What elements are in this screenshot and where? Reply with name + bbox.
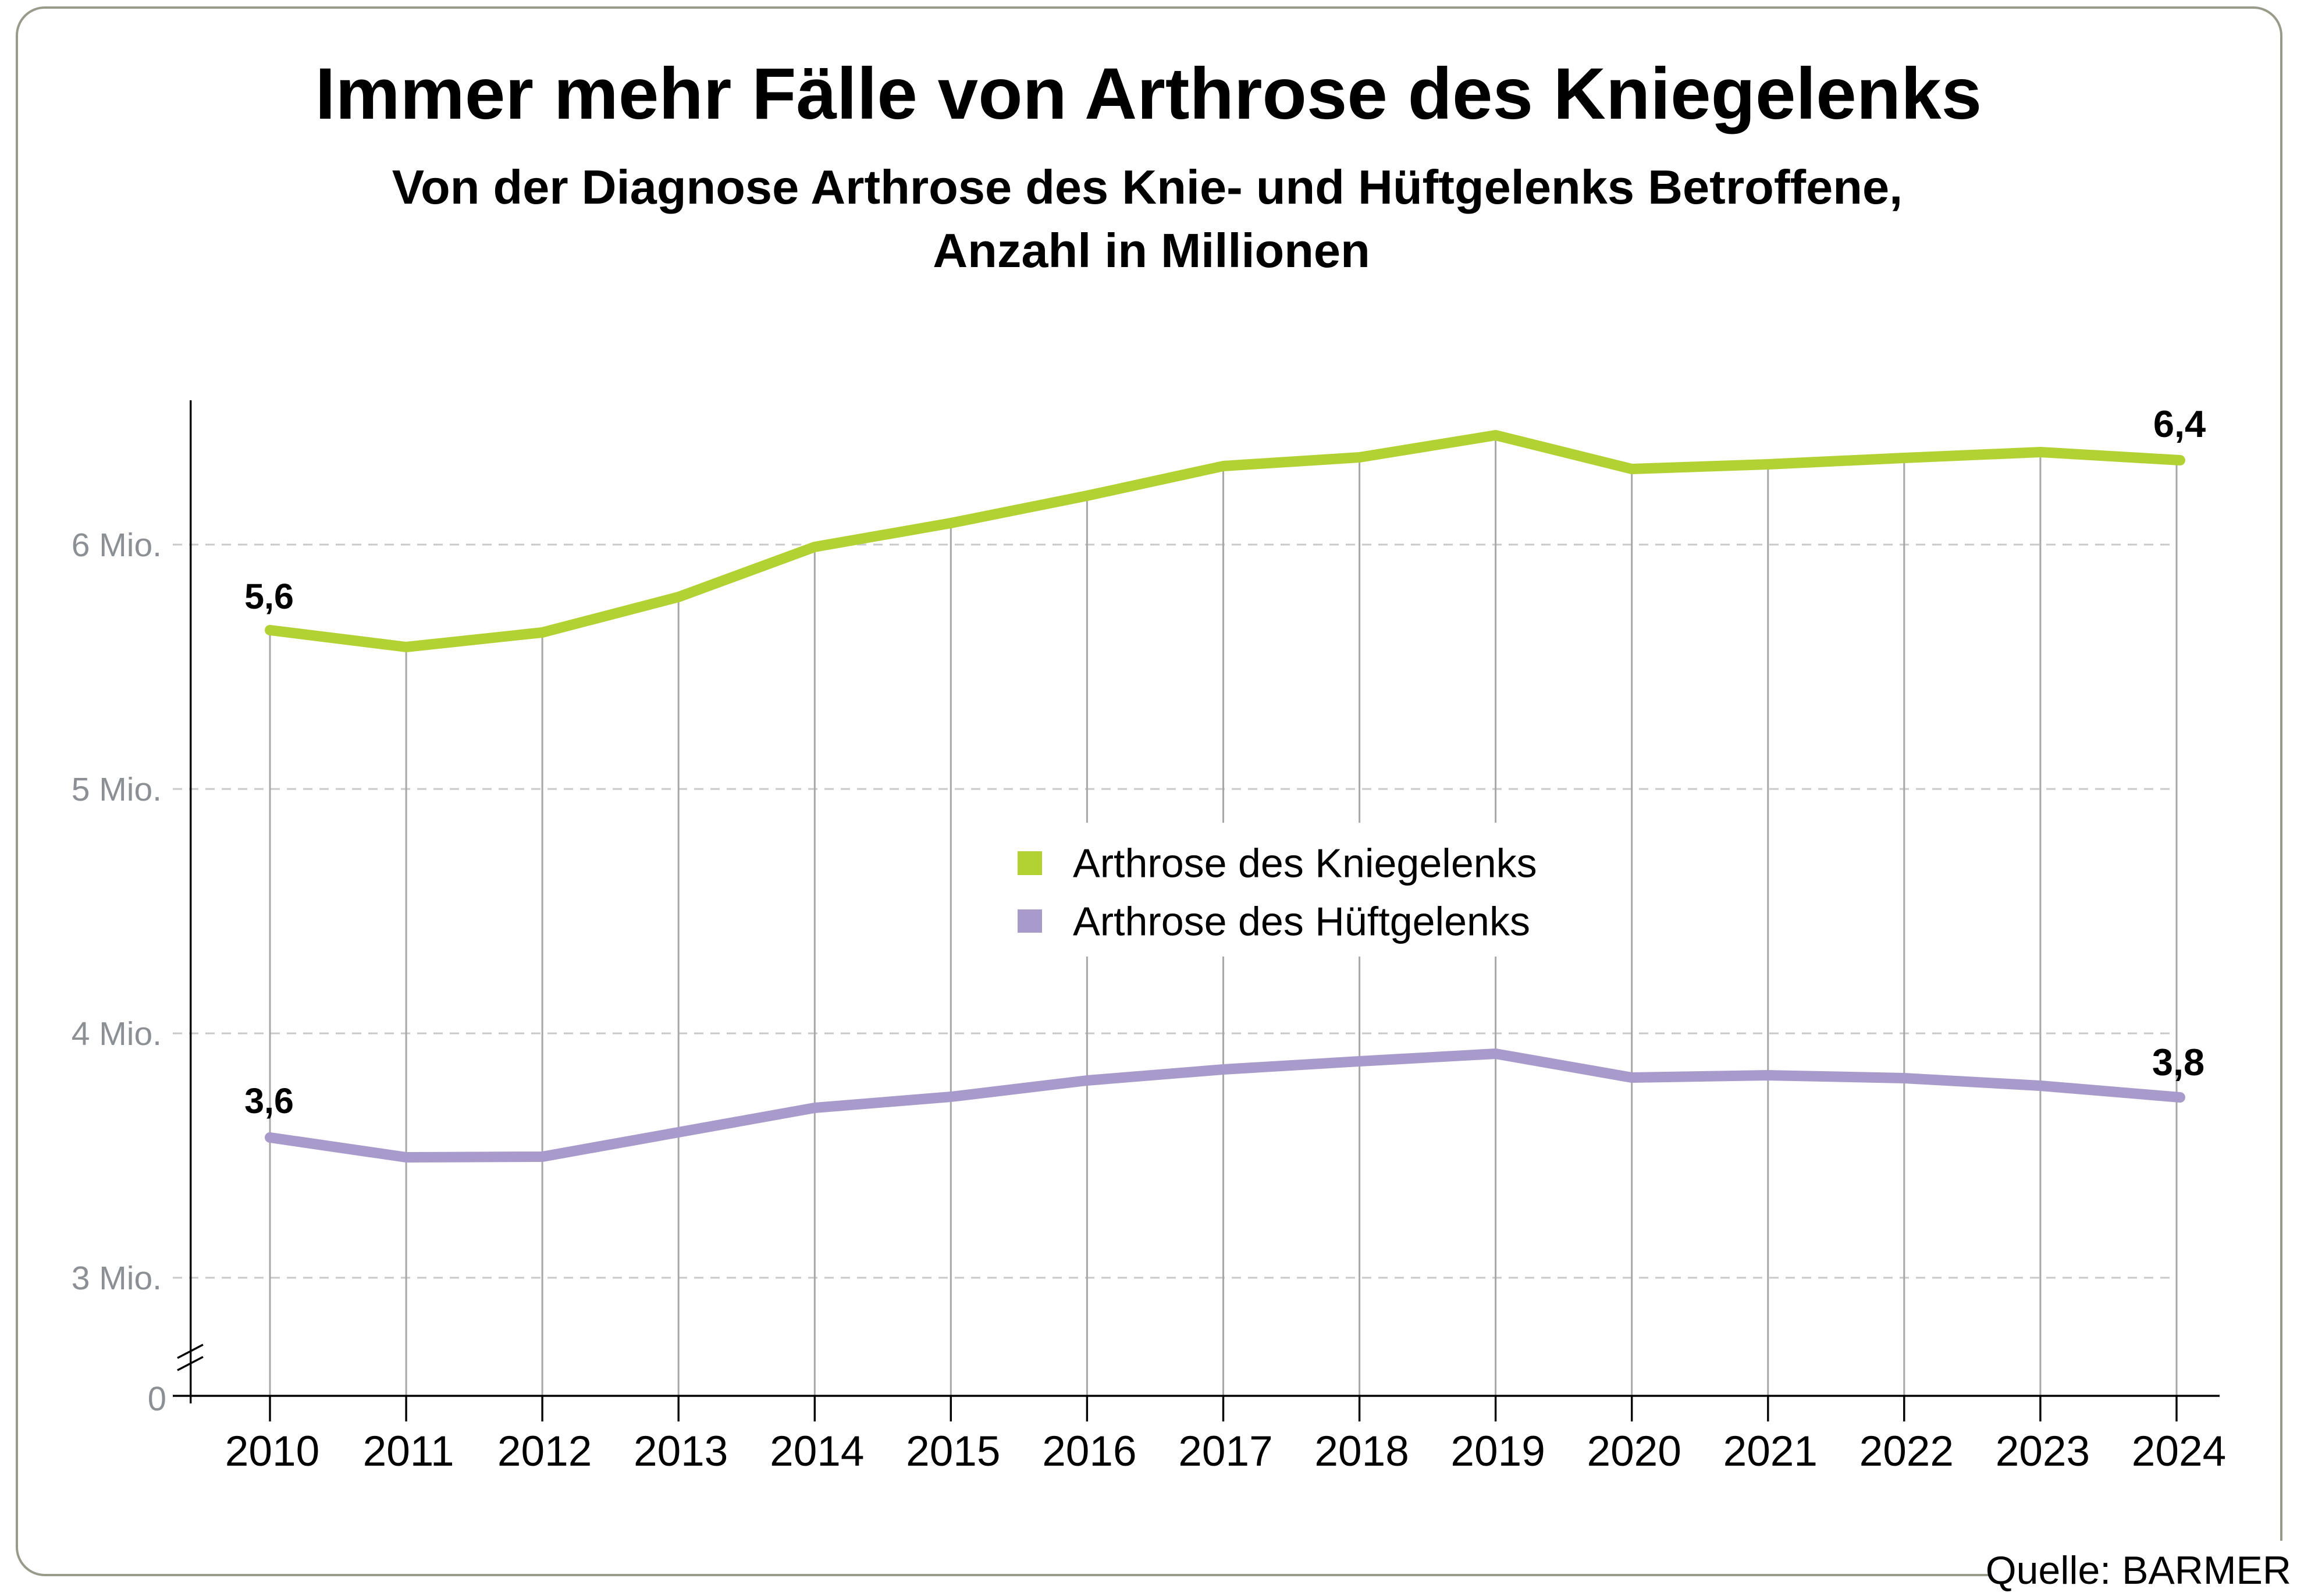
svg-text:2018: 2018 [1314,1428,1409,1475]
svg-text:2016: 2016 [1042,1428,1136,1475]
svg-text:2011: 2011 [363,1428,454,1475]
svg-text:Arthrose des Kniegelenks: Arthrose des Kniegelenks [1073,840,1537,886]
svg-text:5,6: 5,6 [244,577,294,616]
svg-text:2010: 2010 [225,1428,319,1475]
svg-text:2019: 2019 [1450,1428,1545,1475]
svg-text:6,4: 6,4 [2153,403,2206,445]
svg-text:2021: 2021 [1723,1428,1818,1475]
svg-text:3 Mio.: 3 Mio. [72,1260,162,1297]
svg-text:2023: 2023 [1996,1428,2090,1475]
svg-text:4 Mio.: 4 Mio. [72,1015,162,1053]
svg-text:Immer mehr Fälle von Arthrose: Immer mehr Fälle von Arthrose des Kniege… [315,54,1982,134]
svg-text:2022: 2022 [1859,1428,1954,1475]
svg-text:2017: 2017 [1178,1428,1272,1475]
svg-text:2012: 2012 [497,1428,592,1475]
svg-text:0: 0 [148,1380,166,1418]
svg-text:2024: 2024 [2132,1428,2226,1475]
svg-text:2015: 2015 [906,1428,1000,1475]
svg-text:2020: 2020 [1587,1428,1681,1475]
svg-text:Von der Diagnose Arthrose des: Von der Diagnose Arthrose des Knie- und … [392,160,1903,214]
svg-text:3,6: 3,6 [244,1081,294,1121]
svg-text:2013: 2013 [634,1428,728,1475]
svg-text:Anzahl in Millionen: Anzahl in Millionen [933,223,1370,278]
svg-text:5 Mio.: 5 Mio. [72,771,162,808]
svg-text:3,8: 3,8 [2152,1041,2204,1083]
svg-text:2014: 2014 [770,1428,864,1475]
svg-text:Arthrose des Hüftgelenks: Arthrose des Hüftgelenks [1073,898,1530,944]
svg-text:Quelle: BARMER: Quelle: BARMER [1986,1548,2291,1593]
svg-text:6 Mio.: 6 Mio. [72,527,162,564]
